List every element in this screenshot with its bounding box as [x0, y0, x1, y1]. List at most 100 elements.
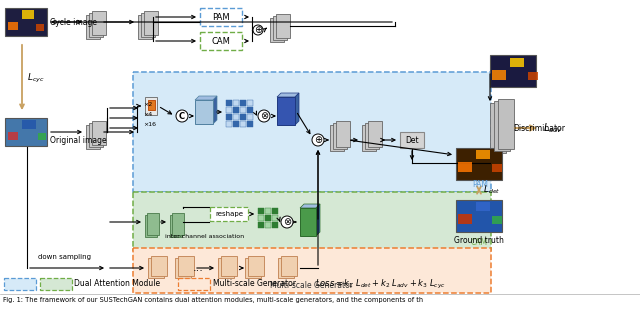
Text: $Loss = k_1\ L_{det}+ k_2\ L_{adv}+ k_3\ L_{cyc}$: $Loss = k_1\ L_{det}+ k_2\ L_{adv}+ k_3\… — [315, 277, 446, 291]
FancyBboxPatch shape — [221, 256, 237, 276]
FancyBboxPatch shape — [145, 97, 157, 115]
Text: $L_{det}$: $L_{det}$ — [483, 184, 500, 196]
FancyBboxPatch shape — [456, 200, 502, 232]
FancyBboxPatch shape — [265, 222, 271, 228]
Text: ...: ... — [193, 263, 204, 273]
Circle shape — [258, 110, 270, 122]
Text: Discriminator: Discriminator — [513, 124, 565, 132]
Polygon shape — [316, 204, 320, 236]
FancyBboxPatch shape — [247, 100, 253, 106]
FancyBboxPatch shape — [86, 15, 100, 39]
Circle shape — [176, 110, 188, 122]
FancyBboxPatch shape — [458, 214, 472, 224]
Circle shape — [281, 216, 293, 228]
FancyBboxPatch shape — [245, 258, 261, 278]
FancyBboxPatch shape — [145, 215, 157, 237]
FancyBboxPatch shape — [498, 99, 514, 149]
FancyBboxPatch shape — [490, 103, 506, 153]
Text: down sampling: down sampling — [38, 254, 92, 260]
FancyBboxPatch shape — [330, 125, 344, 151]
FancyBboxPatch shape — [362, 125, 376, 151]
Polygon shape — [213, 96, 217, 124]
Polygon shape — [295, 93, 299, 125]
FancyBboxPatch shape — [4, 278, 36, 290]
FancyBboxPatch shape — [86, 125, 100, 149]
Text: CAM: CAM — [212, 36, 230, 45]
FancyBboxPatch shape — [178, 278, 210, 290]
FancyBboxPatch shape — [265, 215, 271, 221]
FancyBboxPatch shape — [5, 8, 47, 36]
FancyBboxPatch shape — [195, 100, 213, 124]
FancyBboxPatch shape — [22, 10, 34, 19]
Text: ⊕: ⊕ — [314, 135, 322, 145]
FancyBboxPatch shape — [148, 100, 155, 110]
Text: Fig. 1: The framework of our SUSTechGAN contains dual attention modules, multi-s: Fig. 1: The framework of our SUSTechGAN … — [3, 297, 423, 303]
FancyBboxPatch shape — [492, 70, 506, 80]
Text: Cycle image: Cycle image — [50, 18, 97, 27]
Circle shape — [253, 25, 263, 35]
Text: reshape: reshape — [215, 211, 243, 217]
FancyBboxPatch shape — [226, 114, 232, 120]
FancyBboxPatch shape — [226, 121, 232, 127]
FancyBboxPatch shape — [272, 222, 278, 228]
FancyBboxPatch shape — [456, 148, 502, 180]
FancyBboxPatch shape — [233, 114, 239, 120]
FancyBboxPatch shape — [92, 121, 106, 145]
FancyBboxPatch shape — [40, 278, 72, 290]
FancyBboxPatch shape — [133, 72, 491, 192]
FancyBboxPatch shape — [368, 121, 382, 147]
FancyBboxPatch shape — [277, 97, 295, 125]
FancyBboxPatch shape — [89, 13, 103, 37]
FancyBboxPatch shape — [240, 107, 246, 113]
FancyBboxPatch shape — [175, 258, 191, 278]
Text: Dual Attention Module: Dual Attention Module — [74, 279, 160, 289]
FancyBboxPatch shape — [226, 107, 232, 113]
FancyBboxPatch shape — [336, 121, 350, 147]
FancyBboxPatch shape — [138, 15, 152, 39]
FancyBboxPatch shape — [141, 13, 155, 37]
FancyBboxPatch shape — [258, 222, 264, 228]
FancyBboxPatch shape — [151, 256, 167, 276]
FancyBboxPatch shape — [494, 101, 510, 151]
Text: ⊕: ⊕ — [254, 25, 262, 35]
FancyBboxPatch shape — [36, 24, 44, 31]
FancyBboxPatch shape — [233, 121, 239, 127]
FancyBboxPatch shape — [476, 202, 490, 211]
Text: CAM: CAM — [471, 238, 488, 247]
FancyBboxPatch shape — [240, 114, 246, 120]
Polygon shape — [277, 93, 299, 97]
FancyBboxPatch shape — [200, 8, 242, 26]
Text: C: C — [179, 111, 185, 121]
FancyBboxPatch shape — [89, 123, 103, 147]
FancyBboxPatch shape — [247, 107, 253, 113]
Text: ×2: ×2 — [143, 102, 152, 107]
FancyBboxPatch shape — [240, 100, 246, 106]
FancyBboxPatch shape — [233, 107, 239, 113]
Text: PAM: PAM — [212, 12, 230, 21]
FancyBboxPatch shape — [400, 132, 424, 148]
FancyBboxPatch shape — [233, 100, 239, 106]
FancyBboxPatch shape — [247, 114, 253, 120]
FancyBboxPatch shape — [265, 208, 271, 214]
FancyBboxPatch shape — [200, 32, 242, 50]
Text: $L_{cyc}$: $L_{cyc}$ — [27, 71, 45, 84]
FancyBboxPatch shape — [8, 132, 18, 140]
Polygon shape — [300, 204, 320, 208]
FancyBboxPatch shape — [365, 123, 379, 149]
FancyBboxPatch shape — [240, 121, 246, 127]
FancyBboxPatch shape — [281, 256, 297, 276]
FancyBboxPatch shape — [8, 22, 18, 30]
FancyBboxPatch shape — [170, 215, 182, 237]
FancyBboxPatch shape — [92, 11, 106, 35]
FancyBboxPatch shape — [226, 100, 232, 106]
FancyBboxPatch shape — [218, 258, 234, 278]
FancyBboxPatch shape — [458, 162, 472, 172]
FancyBboxPatch shape — [133, 192, 491, 250]
Text: Det: Det — [405, 135, 419, 145]
Text: ⊗: ⊗ — [260, 111, 268, 121]
Circle shape — [312, 134, 324, 146]
FancyBboxPatch shape — [510, 58, 524, 67]
Text: inter-channel association: inter-channel association — [165, 234, 244, 239]
FancyBboxPatch shape — [22, 120, 36, 129]
FancyBboxPatch shape — [248, 256, 264, 276]
